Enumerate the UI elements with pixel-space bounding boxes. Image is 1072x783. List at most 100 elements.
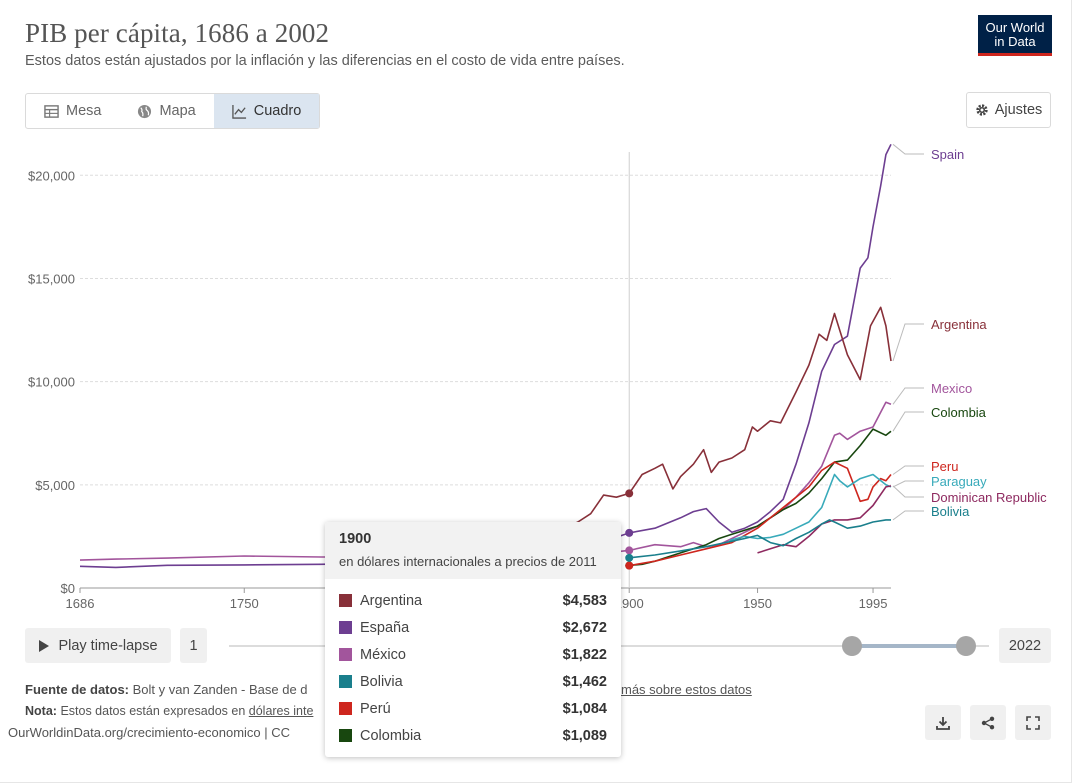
tooltip-subtitle: en dólares internacionales a precios de … — [339, 554, 597, 569]
y-tick-label: $20,000 — [28, 168, 75, 183]
source-more-link-text: más sobre estos datos — [621, 682, 752, 697]
tooltip-year: 1900 — [339, 531, 372, 547]
series-end-label: Mexico — [931, 381, 972, 396]
tab-mesa[interactable]: Mesa — [26, 94, 119, 128]
play-icon — [39, 639, 50, 652]
tooltip-series-value: $1,084 — [562, 700, 607, 717]
timeline-range-fill — [852, 644, 966, 648]
timeline-end-handle[interactable] — [956, 636, 976, 656]
note-label: Nota: — [25, 704, 57, 718]
logo-line-2: in Data — [994, 34, 1036, 49]
series-end-label: Bolivia — [931, 504, 970, 519]
fullscreen-icon — [1026, 715, 1040, 730]
series-line-bolivia — [629, 519, 891, 559]
highlight-point — [625, 553, 634, 562]
series-end-label: Argentina — [931, 317, 987, 332]
table-icon — [44, 104, 59, 118]
tooltip-row: Colombia $1,089 — [339, 722, 607, 749]
tab-mapa[interactable]: Mapa — [119, 94, 213, 128]
tooltip-row: Bolivia $1,462 — [339, 668, 607, 695]
view-tabs: Mesa Mapa Cuadro — [25, 93, 321, 129]
url-line: OurWorldinData.org/crecimiento-economico… — [8, 725, 291, 740]
tooltip-swatch — [339, 675, 352, 688]
label-connector — [892, 323, 924, 362]
timeline-start-year[interactable]: 1 — [180, 628, 207, 663]
x-tick-label: 1750 — [230, 596, 259, 611]
label-connector — [892, 465, 924, 475]
globe-icon — [138, 104, 152, 118]
share-icon — [981, 716, 995, 729]
tooltip-swatch — [339, 729, 352, 742]
series-line-peru — [629, 461, 892, 567]
label-connector — [892, 143, 924, 155]
tooltip-row: Perú $1,084 — [339, 695, 607, 722]
series-line-dominican-republic — [757, 485, 892, 554]
tooltip-series-name: Perú — [360, 700, 391, 717]
source-line: Fuente de datos: Bolt y van Zanden - Bas… — [25, 682, 308, 697]
series-line-colombia — [629, 428, 892, 567]
series-line-spain — [79, 143, 892, 569]
tab-mesa-label: Mesa — [66, 103, 102, 119]
download-icon — [936, 716, 950, 730]
tooltip-swatch — [339, 648, 352, 661]
x-tick-label: 1686 — [66, 596, 95, 611]
tooltip-header: 1900 en dólares internacionales a precio… — [325, 522, 621, 579]
play-timelapse-label: Play time-lapse — [58, 637, 158, 654]
gear-icon — [976, 104, 988, 116]
line-chart-icon — [232, 104, 246, 119]
y-tick-label: $0 — [61, 581, 75, 596]
fullscreen-button[interactable] — [1015, 705, 1051, 740]
highlight-point — [625, 546, 634, 555]
tooltip-series-value: $1,822 — [562, 646, 607, 663]
series-end-label: Dominican Republic — [931, 490, 1047, 505]
tooltip-series-value: $1,462 — [562, 673, 607, 690]
label-connector — [892, 480, 924, 488]
settings-button[interactable]: Ajustes — [966, 92, 1051, 128]
tab-mapa-label: Mapa — [159, 103, 196, 119]
highlight-point — [625, 489, 634, 498]
tooltip-swatch — [339, 702, 352, 715]
tooltip-series-name: Bolivia — [360, 673, 403, 690]
page-title: PIB per cápita, 1686 a 2002 — [25, 18, 330, 48]
tooltip: 1900 en dólares internacionales a precio… — [325, 522, 621, 757]
owid-logo[interactable]: Our World in Data — [978, 15, 1052, 56]
series-end-label: Colombia — [931, 405, 987, 420]
x-tick-label: 1900 — [615, 596, 644, 611]
tooltip-series-value: $4,583 — [562, 592, 607, 609]
tooltip-series-value: $2,672 — [562, 619, 607, 636]
tooltip-row: España $2,672 — [339, 614, 607, 641]
series-end-label: Peru — [931, 459, 958, 474]
tooltip-swatch — [339, 621, 352, 634]
x-tick-label: 1995 — [859, 596, 888, 611]
tab-cuadro[interactable]: Cuadro — [213, 94, 320, 128]
label-connector — [892, 510, 924, 521]
share-button[interactable] — [970, 705, 1006, 740]
download-button[interactable] — [925, 705, 961, 740]
highlight-point — [625, 561, 634, 570]
play-timelapse-button[interactable]: Play time-lapse — [25, 628, 171, 663]
source-more-link[interactable]: más sobre estos datos — [621, 682, 752, 697]
y-tick-label: $5,000 — [35, 478, 75, 493]
x-tick-label: 1950 — [743, 596, 772, 611]
tooltip-row: México $1,822 — [339, 641, 607, 668]
page-subtitle: Estos datos están ajustados por la infla… — [25, 53, 625, 69]
timeline-start-handle[interactable] — [842, 636, 862, 656]
timeline-end-year[interactable]: 2022 — [999, 628, 1051, 663]
note-link[interactable]: dólares inte — [248, 704, 314, 718]
y-tick-label: $10,000 — [28, 375, 75, 390]
tooltip-series-value: $1,089 — [562, 727, 607, 744]
highlight-point — [625, 528, 634, 537]
tooltip-series-name: España — [360, 619, 410, 636]
tab-cuadro-label: Cuadro — [253, 103, 302, 119]
tooltip-series-name: Colombia — [360, 727, 422, 744]
label-connector — [892, 387, 924, 405]
tooltip-rows: Argentina $4,583 España $2,672 México $1,822 B… — [325, 579, 621, 749]
tooltip-series-name: Argentina — [360, 592, 423, 609]
tooltip-series-name: México — [360, 646, 406, 663]
settings-label: Ajustes — [994, 102, 1043, 118]
source-label: Fuente de datos: — [25, 682, 130, 697]
series-end-label: Spain — [931, 147, 964, 162]
series-line-argentina — [564, 306, 892, 529]
note-line: Nota: Estos datos están expresados en dó… — [25, 704, 313, 718]
label-connector — [892, 411, 924, 432]
